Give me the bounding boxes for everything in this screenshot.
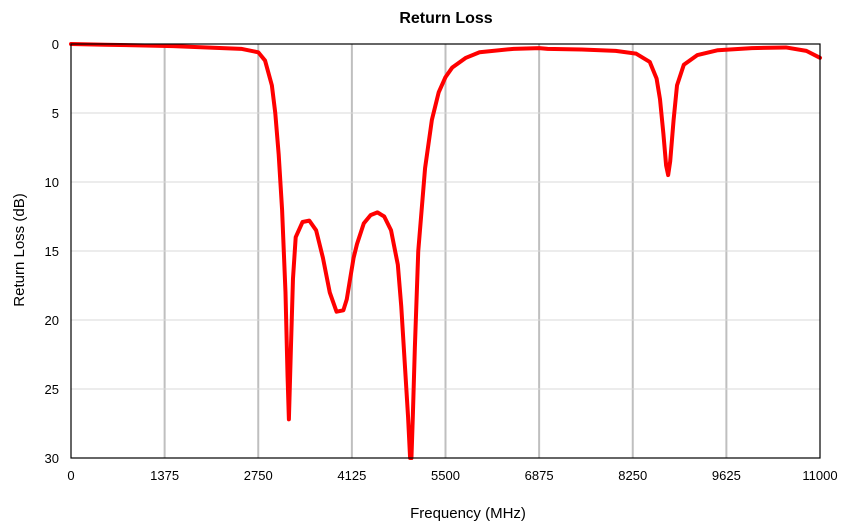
series-layer <box>69 42 822 460</box>
x-tick-labels: 0 1375 2750 4125 5500 6875 8250 9625 11000 <box>67 468 837 483</box>
y-tick-label: 10 <box>45 175 59 190</box>
y-tick-labels: 0 5 10 15 20 25 30 <box>45 37 59 466</box>
chart-title: Return Loss <box>399 10 492 27</box>
y-tick-label: 15 <box>45 244 59 259</box>
y-tick-label: 0 <box>52 37 59 52</box>
x-tick-label: 6875 <box>525 468 554 483</box>
x-tick-label: 5500 <box>431 468 460 483</box>
y-tick-label: 25 <box>45 382 59 397</box>
x-tick-label: 0 <box>67 468 74 483</box>
y-axis-label: Return Loss (dB) <box>11 193 28 306</box>
series-line-0 <box>69 42 822 460</box>
y-tick-label: 30 <box>45 451 59 466</box>
x-tick-label: 9625 <box>712 468 741 483</box>
x-tick-label: 4125 <box>337 468 366 483</box>
plot-area-frame <box>70 43 821 459</box>
x-tick-label: 2750 <box>244 468 273 483</box>
y-gridlines <box>71 112 820 390</box>
x-axis-label: Frequency (MHz) <box>410 505 526 522</box>
y-tick-label: 20 <box>45 313 59 328</box>
x-tick-label: 8250 <box>618 468 647 483</box>
y-tick-label: 5 <box>52 106 59 121</box>
x-tick-label: 11000 <box>802 468 837 483</box>
x-tick-label: 1375 <box>150 468 179 483</box>
